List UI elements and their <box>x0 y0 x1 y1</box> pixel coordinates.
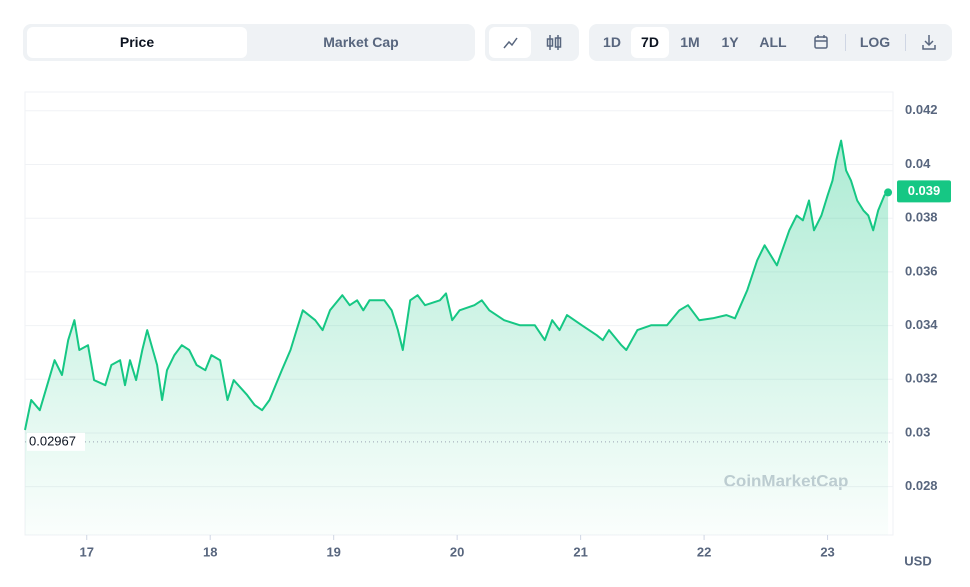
tab-group: Price Market Cap <box>23 24 475 61</box>
x-tick-label: 17 <box>80 544 94 559</box>
current-price-label: 0.039 <box>908 183 941 198</box>
x-tick-label: 21 <box>573 544 587 559</box>
divider <box>905 34 906 51</box>
y-tick-label: 0.036 <box>905 263 938 278</box>
download-icon <box>922 35 936 50</box>
chart-style-group <box>485 24 579 61</box>
plot-frame <box>24 91 894 536</box>
x-tick-label: 18 <box>203 544 217 559</box>
candle-icon <box>546 35 562 50</box>
line-style-button[interactable] <box>489 27 531 58</box>
last-point <box>884 188 893 197</box>
y-tick-label: 0.03 <box>905 424 930 439</box>
area-fill <box>25 140 889 535</box>
range-button[interactable]: 1M <box>680 34 700 50</box>
range-button[interactable]: ALL <box>759 34 787 50</box>
y-tick-label: 0.04 <box>905 156 931 171</box>
reference-label-bg <box>27 432 85 451</box>
reference-label: 0.02967 <box>29 433 76 448</box>
y-tick-label: 0.038 <box>905 210 938 225</box>
tab-button[interactable]: Market Cap <box>323 34 399 50</box>
currency-label: USD <box>904 553 931 568</box>
download-button[interactable] <box>911 27 947 58</box>
range-button[interactable]: 1D <box>603 34 621 50</box>
calendar-icon <box>814 35 828 49</box>
calendar-button[interactable] <box>803 27 839 58</box>
range-group: 1D 7D 1M 1Y ALL LOG <box>589 24 952 61</box>
line-icon <box>503 37 518 49</box>
watermark: CoinMarketCap <box>724 471 849 490</box>
log-button[interactable]: LOG <box>859 34 891 50</box>
divider <box>845 34 846 51</box>
range-button[interactable]: 7D <box>631 27 669 58</box>
tab-button[interactable]: Price <box>27 27 247 58</box>
range-button[interactable]: 1Y <box>721 34 739 50</box>
y-tick-label: 0.042 <box>905 102 938 117</box>
x-tick-label: 20 <box>450 544 464 559</box>
y-tick-label: 0.032 <box>905 371 938 386</box>
x-tick-label: 23 <box>820 544 834 559</box>
y-tick-label: 0.028 <box>905 478 938 493</box>
candle-style-button[interactable] <box>533 27 575 58</box>
y-tick-label: 0.034 <box>905 317 938 332</box>
current-price-tag <box>897 180 951 203</box>
x-tick-label: 19 <box>326 544 340 559</box>
price-line <box>24 139 889 431</box>
x-tick-label: 22 <box>697 544 711 559</box>
